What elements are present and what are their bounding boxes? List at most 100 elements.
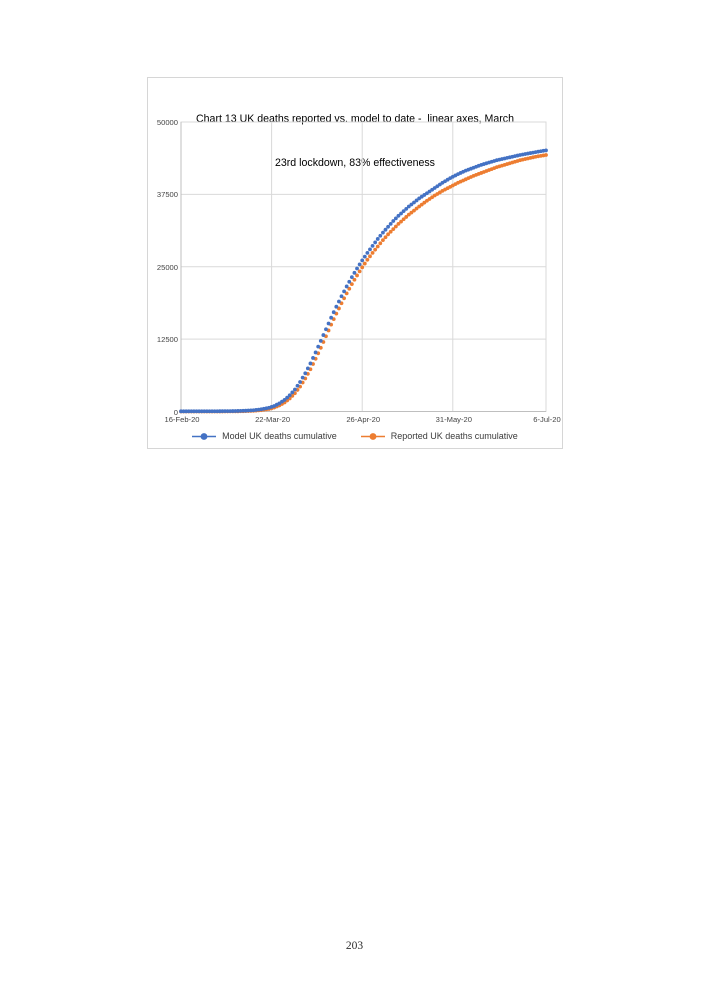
data-point-marker	[349, 282, 354, 287]
data-point-marker	[368, 247, 372, 252]
x-axis-tick-label: 26-Apr-20	[346, 415, 381, 424]
data-point-marker	[386, 232, 390, 237]
chart-legend: Model UK deaths cumulative Reported UK d…	[148, 431, 562, 441]
data-point-marker	[349, 275, 354, 280]
legend-item-model: Model UK deaths cumulative	[192, 431, 337, 441]
data-point-marker	[370, 244, 375, 248]
legend-label-reported: Reported UK deaths cumulative	[390, 431, 518, 441]
data-point-marker	[404, 215, 409, 219]
y-axis-tick-label: 25000	[156, 262, 178, 272]
data-point-marker	[334, 304, 339, 309]
x-axis-tick-label: 22-Mar-20	[255, 415, 291, 424]
data-point-marker	[401, 217, 406, 222]
series-reported	[179, 153, 548, 414]
data-point-marker	[308, 361, 313, 366]
data-point-marker	[419, 202, 424, 207]
data-point-marker	[326, 321, 331, 326]
data-point-marker	[544, 148, 548, 153]
data-point-marker	[417, 204, 422, 209]
data-point-marker	[399, 219, 403, 224]
data-point-marker	[368, 254, 372, 259]
data-point-marker	[388, 229, 393, 234]
data-point-marker	[381, 230, 385, 235]
chart-plot-area	[179, 121, 548, 414]
data-point-marker	[399, 211, 403, 216]
legend-label-model: Model UK deaths cumulative	[222, 431, 337, 441]
data-point-marker	[383, 227, 388, 232]
data-point-marker	[409, 210, 414, 215]
data-point-marker	[412, 208, 416, 213]
data-point-marker	[406, 212, 411, 217]
data-point-marker	[401, 209, 406, 214]
chart-container: Chart 13 UK deaths reported vs. model to…	[147, 77, 563, 449]
data-point-marker	[357, 262, 362, 267]
data-point-marker	[388, 222, 393, 226]
x-axis-tick-label: 6-Jul-20	[533, 415, 561, 424]
data-point-marker	[318, 338, 323, 343]
data-point-marker	[303, 371, 308, 376]
data-point-marker	[290, 390, 295, 395]
data-point-marker	[422, 200, 427, 205]
data-point-marker	[316, 344, 321, 349]
y-axis-tick-label: 37500	[156, 190, 178, 200]
data-point-marker	[375, 237, 380, 241]
data-point-marker	[404, 206, 409, 211]
data-point-marker	[378, 241, 383, 246]
data-point-marker	[311, 356, 315, 360]
data-point-marker	[383, 235, 388, 240]
legend-item-reported: Reported UK deaths cumulative	[360, 431, 518, 441]
data-point-marker	[365, 257, 370, 262]
series-model	[179, 148, 548, 414]
data-point-marker	[313, 350, 318, 355]
data-point-marker	[355, 266, 359, 271]
data-point-marker	[362, 261, 367, 266]
data-point-marker	[391, 227, 396, 232]
data-point-marker	[339, 294, 344, 299]
data-point-marker	[396, 213, 401, 218]
x-axis-tick-label: 16-Feb-20	[164, 415, 200, 424]
data-point-marker	[324, 327, 328, 332]
data-point-marker	[331, 310, 336, 315]
reported-series-line-marker-icon	[360, 432, 385, 440]
data-point-marker	[360, 265, 365, 270]
data-point-marker	[373, 247, 378, 252]
y-axis-tick-label: 0	[173, 407, 178, 417]
y-axis-tick-label: 12500	[156, 335, 178, 345]
data-point-marker	[337, 299, 341, 304]
data-point-marker	[381, 238, 385, 243]
data-point-marker	[370, 250, 375, 255]
data-point-marker	[347, 279, 352, 284]
data-point-marker	[386, 224, 390, 229]
data-point-marker	[362, 254, 367, 259]
data-point-marker	[342, 296, 346, 301]
data-point-marker	[393, 224, 398, 229]
data-point-marker	[360, 258, 365, 263]
data-point-marker	[285, 395, 290, 400]
data-point-marker	[293, 387, 297, 392]
data-point-marker	[287, 393, 292, 398]
data-point-marker	[295, 383, 300, 388]
data-point-marker	[414, 206, 419, 211]
y-axis-tick-label: 50000	[156, 118, 178, 127]
data-point-marker	[352, 277, 357, 282]
data-point-marker	[347, 286, 352, 291]
data-point-marker	[375, 244, 380, 249]
data-point-marker	[365, 250, 370, 255]
data-point-marker	[342, 289, 346, 294]
page-number: 203	[345, 940, 364, 952]
data-point-marker	[329, 315, 334, 320]
data-point-marker	[321, 333, 326, 337]
data-point-marker	[305, 366, 310, 371]
data-point-marker	[300, 375, 305, 380]
data-point-marker	[373, 240, 378, 245]
data-point-marker	[414, 198, 419, 203]
data-point-marker	[378, 233, 383, 238]
data-point-marker	[391, 219, 396, 223]
data-point-marker	[352, 270, 357, 275]
data-point-marker	[282, 398, 287, 402]
data-point-marker	[298, 380, 302, 384]
x-axis-tick-label: 31-May-20	[435, 415, 472, 424]
data-point-marker	[344, 291, 349, 296]
data-point-marker	[393, 216, 398, 221]
